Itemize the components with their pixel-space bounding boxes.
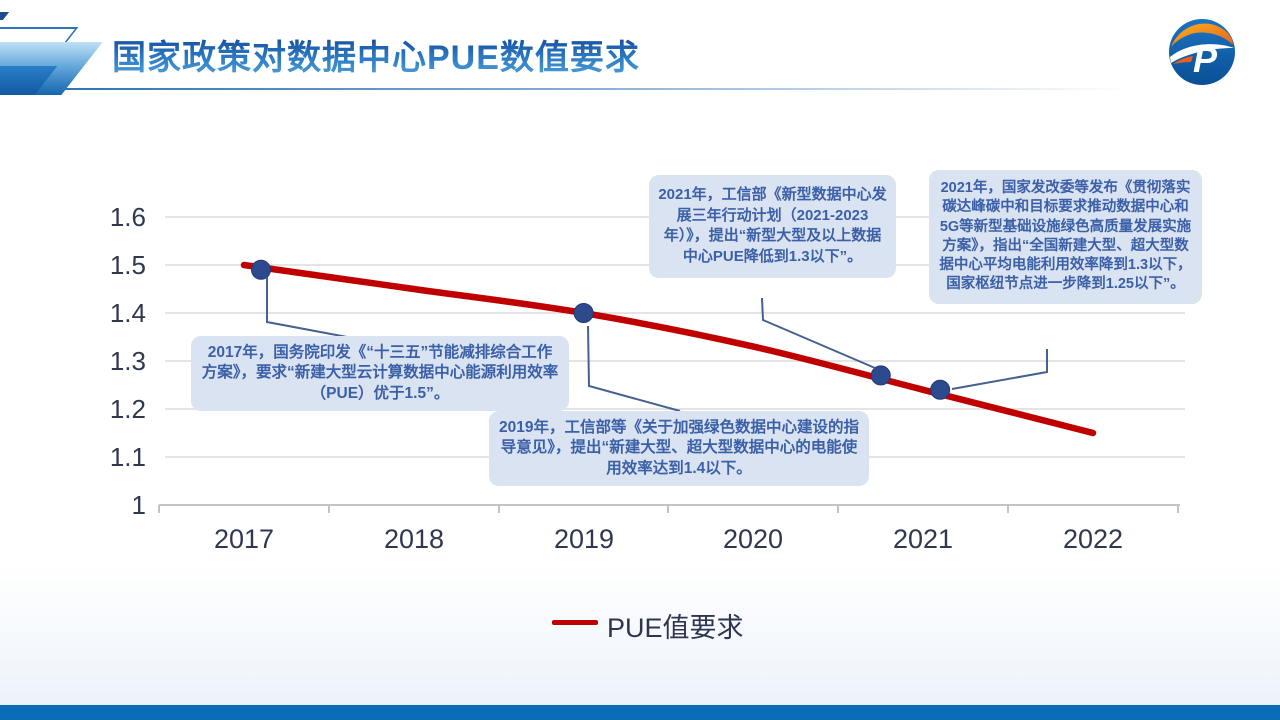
x-tick-2022: 2022 — [1062, 524, 1124, 554]
x-tick-2017: 2017 — [213, 524, 275, 554]
y-tick-1.3: 1.3 — [109, 346, 146, 376]
y-tick-1.2: 1.2 — [109, 394, 146, 424]
policy-point-markers — [250, 259, 951, 400]
legend-label: PUE值要求 — [607, 613, 744, 643]
company-logo-icon: P — [1169, 19, 1235, 85]
callout-2021-ndrc-policy: 2021年，国家发改委等发布《贯彻落实碳达峰碳中和目标要求推动数据中心和5G等新… — [929, 170, 1202, 304]
y-tick-1.1: 1.1 — [109, 442, 146, 472]
title-underline — [62, 88, 1134, 90]
callout-connectors — [266, 277, 1048, 412]
svg-text:P: P — [1193, 39, 1218, 80]
callout-2021-miit-policy: 2021年，工信部《新型数据中心发展三年行动计划（2021-2023年）》，提出… — [649, 175, 896, 278]
y-tick-1.6: 1.6 — [109, 202, 146, 232]
callout-2019-policy: 2019年，工信部等《关于加强绿色数据中心建设的指导意见》，提出“新建大型、超大… — [489, 411, 869, 487]
y-tick-1.4: 1.4 — [109, 298, 146, 328]
chart-legend: PUE值要求 — [552, 606, 744, 645]
x-axis — [158, 504, 1180, 513]
x-tick-2018: 2018 — [383, 524, 445, 554]
x-tick-2021: 2021 — [892, 524, 954, 554]
x-tick-2019: 2019 — [553, 524, 615, 554]
page-title: 国家政策对数据中心PUE数值要求 — [112, 30, 640, 79]
callout-2017-policy: 2017年，国务院印发《“十三五”节能减排综合工作方案》，要求“新建大型云计算数… — [191, 336, 569, 412]
y-tick-1.5: 1.5 — [109, 250, 146, 280]
x-tick-2020: 2020 — [722, 524, 784, 554]
y-tick-1.0: 1 — [131, 490, 146, 520]
footer-bar — [0, 705, 1280, 720]
legend-line-swatch — [552, 620, 598, 625]
